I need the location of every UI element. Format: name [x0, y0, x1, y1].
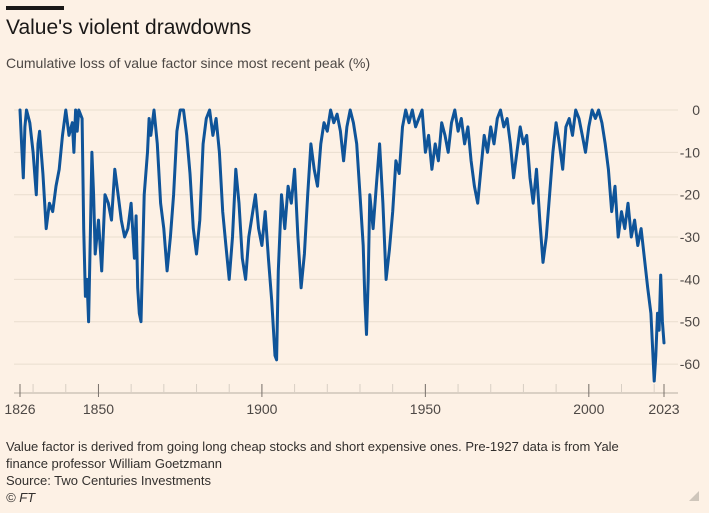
x-tick-label: 1850: [83, 401, 114, 417]
x-axis: [14, 384, 678, 397]
x-tick-label: 1900: [246, 401, 277, 417]
y-tick-label: -30: [680, 229, 700, 245]
x-tick-label: 1826: [4, 401, 35, 417]
grid-lines: [14, 109, 678, 365]
y-tick-label: -10: [680, 144, 700, 160]
chart-area: 0 -10 -20 -30 -40 -50 -60 1826 1850 1900 1950 2000…: [4, 102, 700, 417]
y-tick-label: -50: [680, 314, 700, 330]
y-tick-label: -20: [680, 187, 700, 203]
x-tick-label: 2000: [573, 401, 604, 417]
y-tick-label: -40: [680, 271, 700, 287]
resize-handle-icon[interactable]: [689, 491, 699, 501]
chart-footer: Value factor is derived from going long …: [6, 438, 696, 506]
y-tick-labels: 0 -10 -20 -30 -40 -50 -60: [680, 102, 700, 372]
chart-subtitle: Cumulative loss of value factor since mo…: [6, 55, 371, 71]
footer-note-line1: Value factor is derived from going long …: [6, 439, 619, 454]
y-tick-label: 0: [692, 102, 700, 118]
footer-note-line2: finance professor William Goetzmann: [6, 456, 223, 471]
x-tick-label: 2023: [648, 401, 679, 417]
footer-source: Source: Two Centuries Investments: [6, 473, 211, 488]
chart-title: Value's violent drawdowns: [6, 16, 252, 39]
y-tick-label: -60: [680, 356, 700, 372]
title-accent-bar: [6, 6, 64, 10]
series-line: [18, 108, 666, 383]
x-tick-labels: 1826 1850 1900 1950 2000 2023: [4, 401, 679, 417]
x-tick-label: 1950: [410, 401, 441, 417]
footer-copyright: © FT: [6, 490, 36, 505]
